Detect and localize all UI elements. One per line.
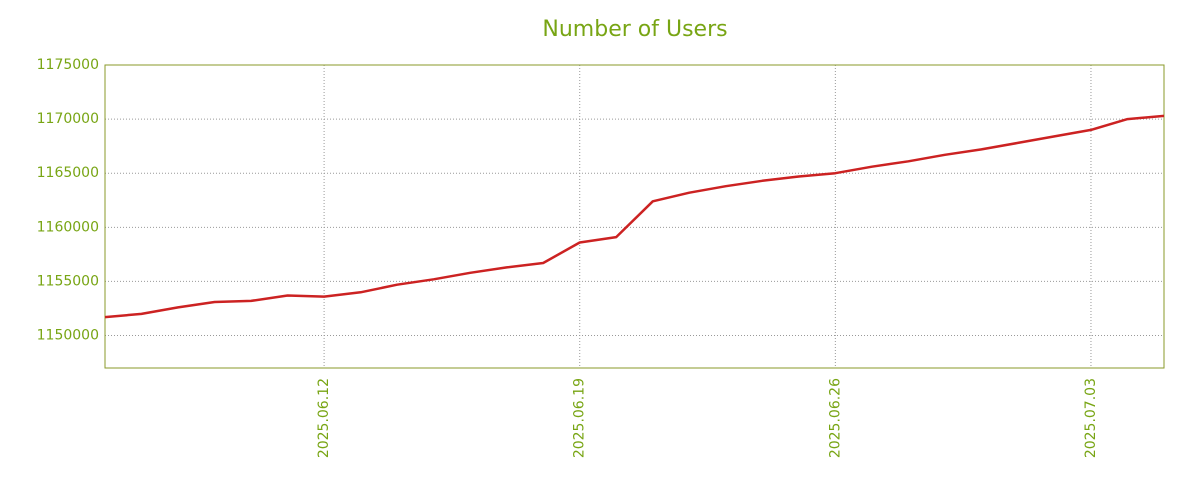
y-tick-label: 1160000 <box>37 219 99 235</box>
plot-frame <box>104 64 1165 369</box>
y-tick-label: 1165000 <box>37 165 99 181</box>
y-tick-label: 1175000 <box>37 57 99 73</box>
y-tick-label: 1170000 <box>37 111 99 127</box>
chart-title: Number of Users <box>542 17 727 42</box>
x-tick-label: 2025.07.03 <box>1083 378 1099 458</box>
data-line <box>104 114 1165 319</box>
x-tick-label: 2025.06.12 <box>316 378 332 458</box>
x-tick-label: 2025.06.19 <box>572 378 588 458</box>
x-tick-label: 2025.06.26 <box>827 378 843 458</box>
y-tick-label: 1155000 <box>37 273 99 289</box>
y-tick-label: 1150000 <box>37 328 99 344</box>
